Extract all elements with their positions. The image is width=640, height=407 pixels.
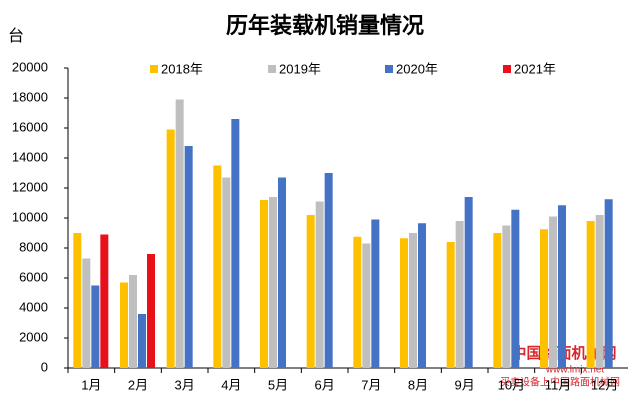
legend-label: 2021年	[514, 61, 556, 76]
y-tick-label: 18000	[12, 89, 48, 104]
bar	[129, 275, 137, 368]
y-tick-label: 10000	[12, 209, 48, 224]
x-tick-label: 3月	[175, 377, 195, 392]
bar	[315, 201, 324, 368]
bar	[184, 146, 193, 368]
x-tick-label: 9月	[455, 377, 475, 392]
x-tick-label: 7月	[361, 377, 381, 392]
x-tick-label: 2月	[128, 377, 148, 392]
bar	[595, 215, 604, 368]
watermark: 买卖设备上中国路面机械网	[500, 376, 620, 389]
legend-swatch	[150, 65, 158, 73]
legend-label: 2019年	[279, 61, 321, 76]
x-tick-label: 6月	[315, 377, 335, 392]
y-tick-label: 0	[41, 359, 48, 374]
bar	[138, 314, 146, 368]
bar	[371, 219, 380, 368]
watermark: www.lmjx.net	[545, 365, 605, 376]
bar	[418, 223, 426, 368]
bar	[502, 225, 511, 368]
bar	[446, 242, 455, 368]
bar	[147, 254, 155, 368]
x-tick-label: 5月	[268, 377, 288, 392]
bar	[493, 233, 502, 368]
x-tick-label: 12月	[591, 377, 618, 392]
bar	[511, 209, 520, 368]
bar	[558, 205, 566, 368]
bar	[306, 215, 315, 368]
legend-swatch	[268, 65, 276, 73]
x-tick-label: 8月	[408, 377, 428, 392]
bar	[260, 200, 268, 368]
bar	[353, 236, 362, 368]
bar	[409, 233, 417, 368]
y-axis-label: 台	[8, 27, 24, 45]
legend-swatch	[385, 65, 393, 73]
y-tick-label: 8000	[19, 239, 48, 254]
y-tick-label: 16000	[12, 119, 48, 134]
chart-title: 历年装载机销量情况	[226, 13, 424, 39]
x-tick-label: 4月	[221, 377, 241, 392]
bar	[455, 221, 464, 368]
bar	[586, 221, 595, 368]
bar	[278, 177, 286, 368]
y-tick-label: 14000	[12, 149, 48, 164]
bar	[91, 285, 100, 368]
legend-swatch	[503, 65, 511, 73]
legend-label: 2018年	[161, 61, 203, 76]
bar	[464, 197, 473, 368]
bar	[400, 238, 408, 368]
bar	[73, 233, 82, 368]
bar	[222, 177, 231, 368]
bar	[100, 234, 109, 368]
y-tick-label: 20000	[12, 59, 48, 74]
y-tick-label: 12000	[12, 179, 48, 194]
y-tick-label: 2000	[19, 329, 48, 344]
bar	[540, 229, 548, 368]
bar	[231, 119, 240, 368]
bar	[604, 199, 613, 368]
bar	[82, 258, 91, 368]
bar	[549, 216, 557, 368]
bar	[362, 243, 371, 368]
bar	[120, 282, 128, 368]
x-tick-label: 11月	[545, 377, 572, 392]
legend-label: 2020年	[396, 61, 438, 76]
bar	[269, 197, 277, 368]
y-tick-label: 4000	[19, 299, 48, 314]
x-tick-label: 10月	[498, 377, 525, 392]
x-tick-label: 1月	[81, 377, 101, 392]
y-tick-label: 6000	[19, 269, 48, 284]
bar	[175, 99, 184, 368]
bar	[166, 129, 175, 368]
bar	[324, 173, 333, 368]
bar	[213, 165, 222, 368]
